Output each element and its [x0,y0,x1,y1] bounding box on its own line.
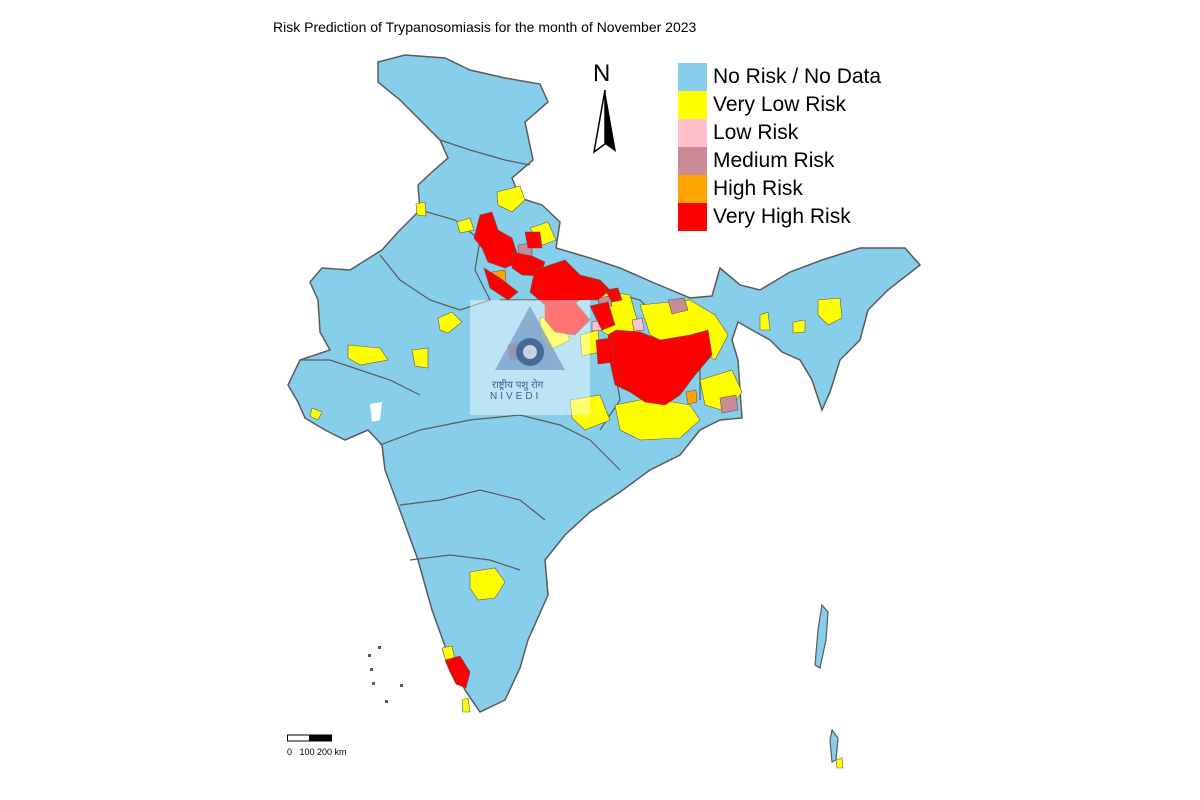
region-india-mainland [287,54,922,713]
legend-swatch [678,203,707,231]
legend: No Risk / No Data Very Low Risk Low Risk… [678,63,881,231]
risk-very-high-regions [444,211,713,689]
scale-bar [287,734,332,742]
legend-label: High Risk [713,177,803,200]
region-lakshadweep [368,646,403,703]
watermark-english-text: NIVEDI [490,391,542,402]
legend-swatch [678,147,707,175]
watermark-hindi-text: राष्ट्रीय पशु रोग [492,380,544,391]
north-arrow-icon [592,89,616,154]
legend-label: Very Low Risk [713,93,847,116]
nivedi-logo-icon [495,306,565,370]
legend-item-high-risk: High Risk [678,175,881,203]
legend-item-no-risk: No Risk / No Data [678,63,881,91]
north-arrow: N [586,60,622,160]
legend-swatch [678,63,707,91]
legend-label: Very High Risk [713,205,851,228]
legend-item-low-risk: Low Risk [678,119,881,147]
legend-swatch [678,119,707,147]
legend-label: Low Risk [713,121,799,144]
nivedi-watermark: राष्ट्रीय पशु रोग NIVEDI [470,300,590,415]
map-title: Risk Prediction of Trypanosomiasis for t… [273,19,697,35]
white-patch [370,402,382,422]
scale-bar-labels: 0 100 200 km [287,747,347,757]
legend-item-very-high-risk: Very High Risk [678,203,881,231]
legend-swatch [678,91,707,119]
legend-item-very-low-risk: Very Low Risk [678,91,881,119]
legend-label: No Risk / No Data [713,65,882,88]
north-label: N [593,60,611,87]
legend-swatch [678,175,707,203]
region-andaman-islands [814,603,839,763]
legend-label: Medium Risk [713,149,835,172]
legend-item-medium-risk: Medium Risk [678,147,881,175]
